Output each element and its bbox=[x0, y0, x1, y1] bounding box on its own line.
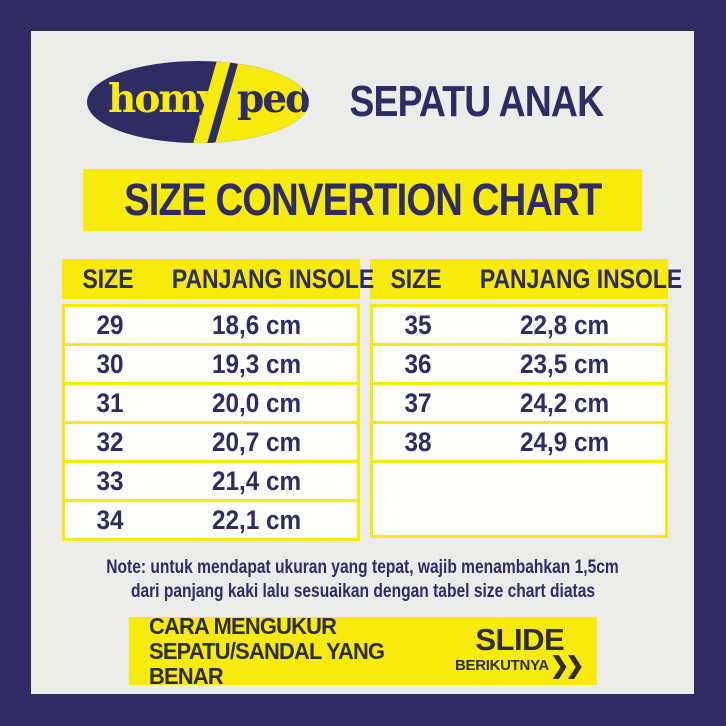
table-body: 29 18,6 cm 30 19,3 cm 31 20,0 cm 32 20,7… bbox=[62, 304, 361, 541]
footer-slide-label: SLIDE bbox=[475, 622, 565, 657]
table-header: SIZE PANJANG INSOLE bbox=[62, 259, 375, 299]
footer-banner: CARA MENGUKUR SEPATU/SANDAL YANG BENAR S… bbox=[128, 613, 597, 688]
header-size-label: SIZE bbox=[390, 263, 442, 294]
note-line-2: dari panjang kaki lalu sesuaikan dengan … bbox=[130, 581, 595, 602]
homyped-logo: homy ped bbox=[87, 61, 309, 143]
size-cell: 36 bbox=[404, 348, 432, 379]
insole-cell: 21,4 cm bbox=[211, 465, 301, 496]
insole-cell: 19,3 cm bbox=[211, 348, 301, 379]
insole-cell: 18,6 cm bbox=[211, 309, 301, 340]
insole-cell: 24,9 cm bbox=[519, 426, 609, 457]
footer-measure-line-2: SEPATU/SANDAL YANG BENAR bbox=[148, 637, 385, 689]
table-row: 35 22,8 cm bbox=[373, 307, 666, 343]
table-row: 32 20,7 cm bbox=[65, 424, 358, 460]
size-cell: 33 bbox=[96, 465, 124, 496]
table-row: 34 22,1 cm bbox=[65, 502, 358, 538]
table-row: 37 24,2 cm bbox=[373, 385, 666, 421]
page-title: SEPATU ANAK bbox=[349, 77, 605, 126]
size-cell: 29 bbox=[96, 309, 124, 340]
header-size-label: SIZE bbox=[82, 263, 134, 294]
size-cell: 35 bbox=[404, 309, 432, 340]
size-cell: 31 bbox=[96, 387, 124, 418]
footer-next-slide[interactable]: SLIDE BERIKUTNYA ❯❯ bbox=[454, 622, 585, 678]
logo-homy-text: homy bbox=[108, 76, 220, 123]
table-row: 29 18,6 cm bbox=[65, 307, 358, 343]
table-row: 38 24,9 cm bbox=[373, 424, 666, 460]
table-row: 33 21,4 cm bbox=[65, 463, 358, 499]
insole-cell: 20,0 cm bbox=[211, 387, 301, 418]
insole-cell: 22,8 cm bbox=[519, 309, 609, 340]
size-cell: 30 bbox=[96, 348, 124, 379]
size-cell: 37 bbox=[404, 387, 432, 418]
size-table-right: SIZE PANJANG INSOLE 35 22,8 cm 36 23,5 c… bbox=[370, 259, 683, 541]
size-tables: SIZE PANJANG INSOLE 29 18,6 cm 30 19,3 c… bbox=[62, 259, 683, 541]
size-chart-banner: SIZE CONVERTION CHART bbox=[83, 169, 642, 231]
page-title-wrap: SEPATU ANAK bbox=[309, 77, 644, 127]
insole-cell: 20,7 cm bbox=[211, 426, 301, 457]
next-chevrons-icon: ❯❯ bbox=[549, 652, 584, 678]
table-body: 35 22,8 cm 36 23,5 cm 37 24,2 cm 38 24,9… bbox=[370, 304, 669, 538]
size-cell: 34 bbox=[96, 504, 124, 535]
size-cell: 38 bbox=[404, 426, 432, 457]
table-row: 36 23,5 cm bbox=[373, 346, 666, 382]
flyer-canvas: homy ped SEPATU ANAK SIZE CONVERTION CHA… bbox=[31, 31, 694, 694]
table-header: SIZE PANJANG INSOLE bbox=[370, 259, 683, 299]
note-text: Note: untuk mendapat ukuran yang tepat, … bbox=[31, 556, 694, 604]
header-insole-label: PANJANG INSOLE bbox=[172, 263, 375, 294]
insole-cell: 24,2 cm bbox=[519, 387, 609, 418]
insole-cell: 22,1 cm bbox=[211, 504, 301, 535]
footer-next-label: BERIKUTNYA bbox=[454, 657, 549, 674]
footer-measure-line-1: CARA MENGUKUR bbox=[148, 612, 337, 639]
size-cell: 32 bbox=[96, 426, 124, 457]
footer-measure-title: CARA MENGUKUR SEPATU/SANDAL YANG BENAR bbox=[148, 612, 455, 689]
table-row: 31 20,0 cm bbox=[65, 385, 358, 421]
brand-header: homy ped SEPATU ANAK bbox=[31, 31, 694, 143]
insole-cell: 23,5 cm bbox=[519, 348, 609, 379]
logo-ped-text: ped bbox=[237, 76, 309, 123]
header-insole-label: PANJANG INSOLE bbox=[480, 263, 683, 294]
note-line-1: Note: untuk mendapat ukuran yang tepat, … bbox=[106, 557, 619, 578]
banner-title: SIZE CONVERTION CHART bbox=[123, 174, 602, 225]
table-row: 30 19,3 cm bbox=[65, 346, 358, 382]
size-table-left: SIZE PANJANG INSOLE 29 18,6 cm 30 19,3 c… bbox=[62, 259, 375, 541]
table-row-empty bbox=[373, 463, 666, 535]
